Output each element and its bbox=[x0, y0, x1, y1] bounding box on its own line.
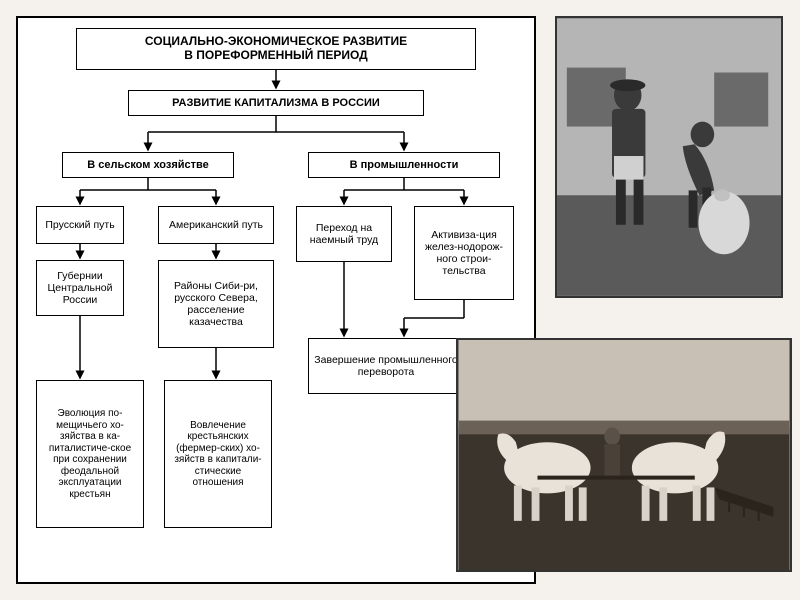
title-box: СОЦИАЛЬНО-ЭКОНОМИЧЕСКОЕ РАЗВИТИЕ В ПОРЕФ… bbox=[76, 28, 476, 70]
node-ind-labor: Переход на наемный труд bbox=[296, 206, 392, 262]
node-american-region-label: Районы Сиби-ри, русского Севера, расселе… bbox=[163, 280, 269, 328]
historical-photo-plowing bbox=[456, 338, 792, 572]
title-line1: СОЦИАЛЬНО-ЭКОНОМИЧЕСКОЕ РАЗВИТИЕ bbox=[145, 34, 407, 48]
node-american-region: Районы Сиби-ри, русского Севера, расселе… bbox=[158, 260, 274, 348]
node-ind-complete-label: Завершение промышленного переворота bbox=[313, 354, 459, 378]
node-american-label: Американский путь bbox=[169, 219, 263, 231]
title-line2: В ПОРЕФОРМЕННЫЙ ПЕРИОД bbox=[184, 48, 367, 62]
node-ind-rail-label: Активиза-ция желез-нодорож-ного строи-те… bbox=[419, 229, 509, 277]
node-branch-industry: В промышленности bbox=[308, 152, 500, 178]
node-prussian-region: Губернии Центральной России bbox=[36, 260, 124, 316]
node-american-desc: Вовлечение крестьянских (фермер-ских) хо… bbox=[164, 380, 272, 528]
node-prussian-desc-label: Эволюция по-мещичьего хо-зяйства в ка-пи… bbox=[41, 408, 139, 500]
node-ind-rail: Активиза-ция желез-нодорож-ного строи-те… bbox=[414, 206, 514, 300]
node-prussian: Прусский путь bbox=[36, 206, 124, 244]
node-prussian-label: Прусский путь bbox=[45, 219, 114, 231]
node-root: РАЗВИТИЕ КАПИТАЛИЗМА В РОССИИ bbox=[128, 90, 424, 116]
node-ind-labor-label: Переход на наемный труд bbox=[301, 222, 387, 246]
node-american-desc-label: Вовлечение крестьянских (фермер-ских) хо… bbox=[169, 420, 267, 489]
historical-photo-peasants bbox=[555, 16, 783, 298]
node-prussian-desc: Эволюция по-мещичьего хо-зяйства в ка-пи… bbox=[36, 380, 144, 528]
node-branch-agri-label: В сельском хозяйстве bbox=[87, 159, 209, 172]
node-branch-ind-label: В промышленности bbox=[350, 159, 459, 172]
node-branch-agri: В сельском хозяйстве bbox=[62, 152, 234, 178]
node-american: Американский путь bbox=[158, 206, 274, 244]
node-ind-complete: Завершение промышленного переворота bbox=[308, 338, 464, 394]
node-prussian-region-label: Губернии Центральной России bbox=[41, 270, 119, 306]
node-root-label: РАЗВИТИЕ КАПИТАЛИЗМА В РОССИИ bbox=[172, 97, 380, 110]
